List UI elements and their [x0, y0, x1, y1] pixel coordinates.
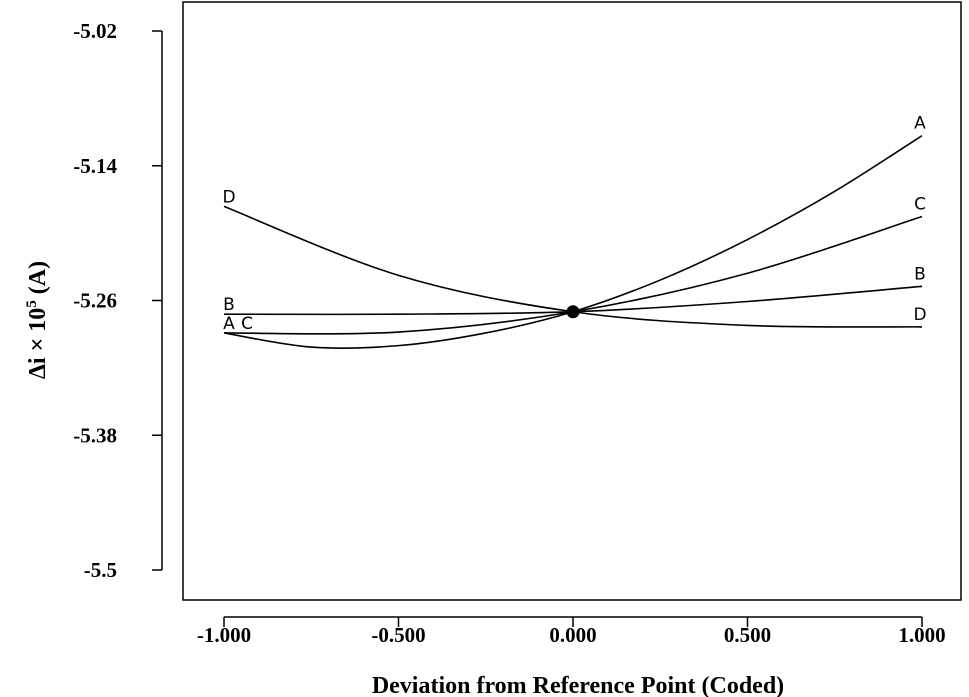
y-axis-title-main: Δi × 10	[25, 308, 51, 379]
x-axis: -1.000 -0.500 0.000 0.500 1.000	[197, 616, 946, 647]
curve-label-c-right: C	[914, 195, 926, 215]
y-tick-label: -5.14	[73, 154, 117, 178]
curve-label-c-left: C	[241, 314, 253, 334]
curve-label-a-right: A	[914, 114, 926, 134]
curves	[223, 134, 923, 349]
y-axis-title-unit: (A)	[25, 261, 51, 300]
curve-label-b-right: B	[914, 264, 926, 284]
x-tick-label: -1.000	[197, 623, 251, 647]
y-tick-label: -5.02	[73, 19, 117, 43]
curve-label-d-left: D	[222, 187, 235, 207]
y-axis-title-superscript: 5	[24, 300, 40, 308]
plot-frame	[182, 1, 962, 601]
y-axis-title: Δi × 105 (A)	[24, 261, 51, 379]
y-axis: -5.02 -5.14 -5.26 -5.38 -5.5	[73, 19, 163, 582]
x-tick-label: 0.500	[724, 623, 771, 647]
reference-point-marker	[566, 305, 580, 319]
curve-label-d-right: D	[913, 305, 926, 325]
y-tick-label: -5.26	[73, 289, 117, 313]
y-tick-label: -5.38	[73, 423, 117, 447]
curve-label-b-left: B	[223, 295, 235, 315]
x-tick-label: 1.000	[898, 623, 945, 647]
y-tick-label: -5.5	[84, 558, 117, 582]
x-tick-label: 0.000	[549, 623, 596, 647]
curve-label-a-left: A	[223, 314, 235, 334]
x-axis-title: Deviation from Reference Point (Coded)	[372, 673, 784, 697]
x-tick-label: -0.500	[371, 623, 425, 647]
